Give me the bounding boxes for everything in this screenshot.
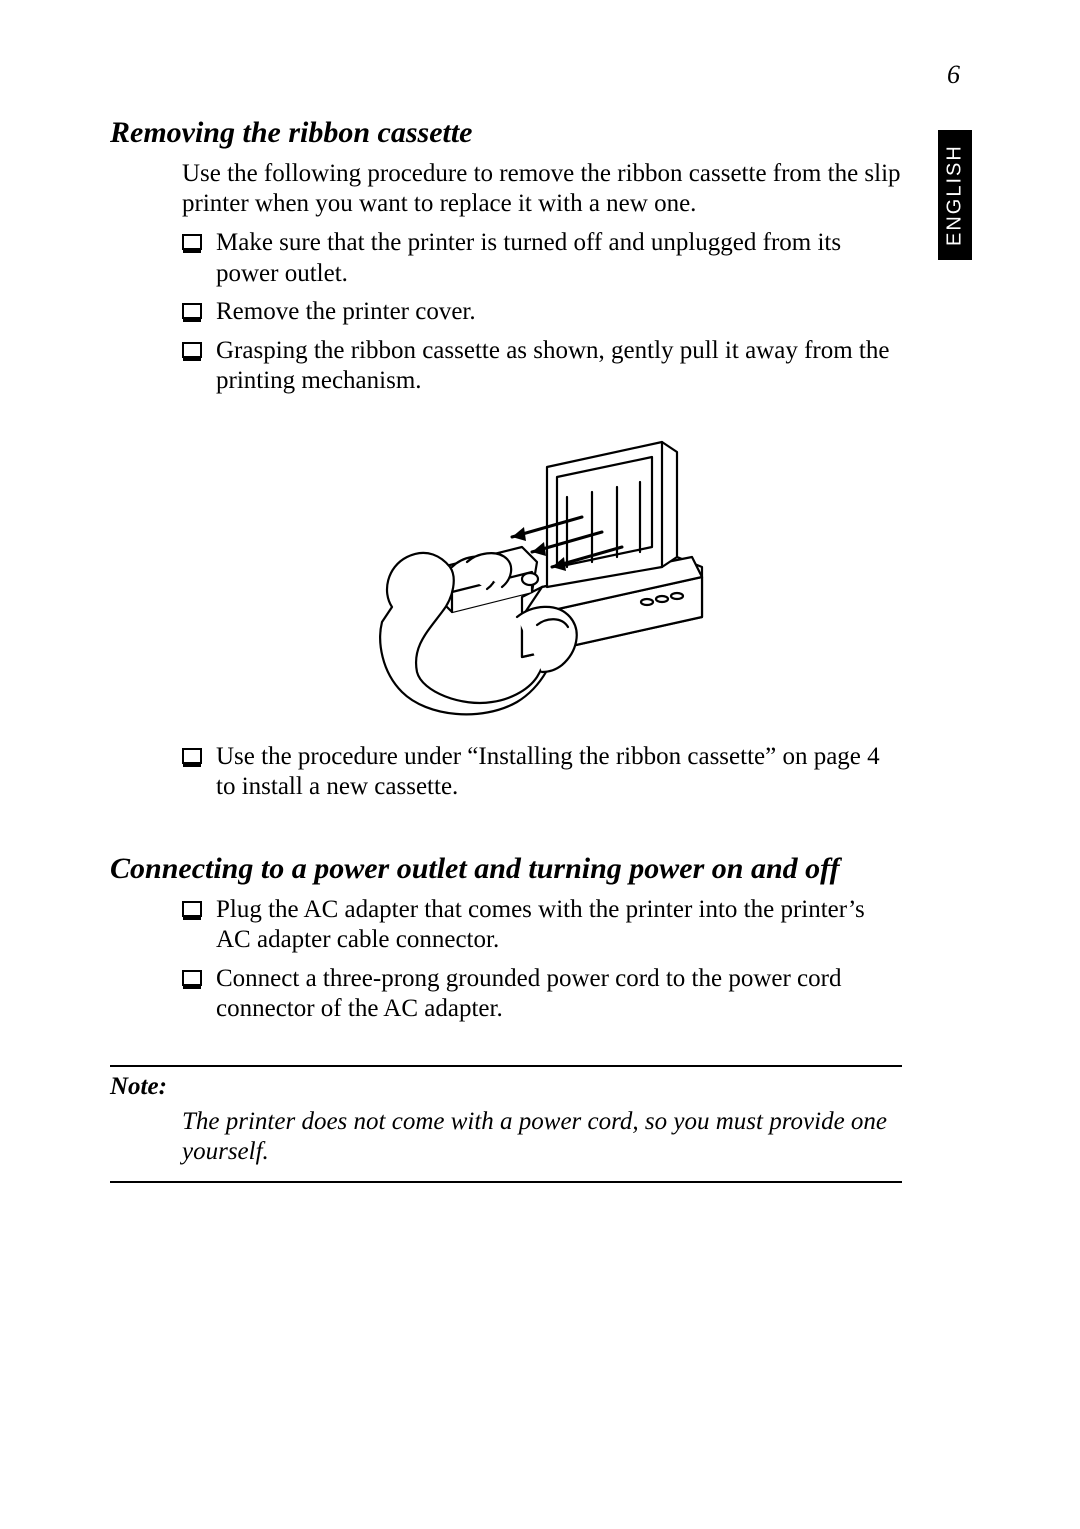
list-item: Grasping the ribbon cassette as shown, g… xyxy=(182,336,902,397)
section2-list: Plug the AC adapter that comes with the … xyxy=(110,895,902,1025)
list-item-text: Connect a three-prong grounded power cor… xyxy=(216,965,841,1023)
page: 6 ENGLISH Removing the ribbon cassette U… xyxy=(0,0,1080,1529)
list-item: Remove the printer cover. xyxy=(182,297,902,328)
section1-list-before: Make sure that the printer is turned off… xyxy=(110,228,902,397)
note-block: Note: The printer does not come with a p… xyxy=(110,1065,902,1183)
list-item: Make sure that the printer is turned off… xyxy=(182,228,902,289)
list-item-text: Grasping the ribbon cassette as shown, g… xyxy=(216,337,889,395)
list-item-text: Plug the AC adapter that comes with the … xyxy=(216,896,865,954)
figure-remove-cassette xyxy=(110,417,902,722)
note-text: The printer does not come with a power c… xyxy=(110,1107,902,1167)
language-tab: ENGLISH xyxy=(938,130,972,260)
section1-intro: Use the following procedure to remove th… xyxy=(110,159,902,218)
checkbox-icon xyxy=(182,899,202,919)
list-item: Plug the AC adapter that comes with the … xyxy=(182,895,902,956)
note-label: Note: xyxy=(110,1073,902,1101)
checkbox-icon xyxy=(182,340,202,360)
section1-list-after: Use the procedure under “Installing the … xyxy=(110,742,902,803)
list-item-text: Remove the printer cover. xyxy=(216,298,476,325)
page-number: 6 xyxy=(947,60,960,90)
checkbox-icon xyxy=(182,968,202,988)
checkbox-icon xyxy=(182,301,202,321)
list-item-text: Make sure that the printer is turned off… xyxy=(216,229,841,287)
list-item-text: Use the procedure under “Installing the … xyxy=(216,743,880,801)
checkbox-icon xyxy=(182,746,202,766)
section-heading-remove-cassette: Removing the ribbon cassette xyxy=(110,115,902,151)
page-content: Removing the ribbon cassette Use the fol… xyxy=(110,115,902,1183)
list-item: Use the procedure under “Installing the … xyxy=(182,742,902,803)
checkbox-icon xyxy=(182,232,202,252)
section-heading-power: Connecting to a power outlet and turning… xyxy=(110,851,902,887)
printer-illustration-icon xyxy=(332,417,752,717)
list-item: Connect a three-prong grounded power cor… xyxy=(182,964,902,1025)
